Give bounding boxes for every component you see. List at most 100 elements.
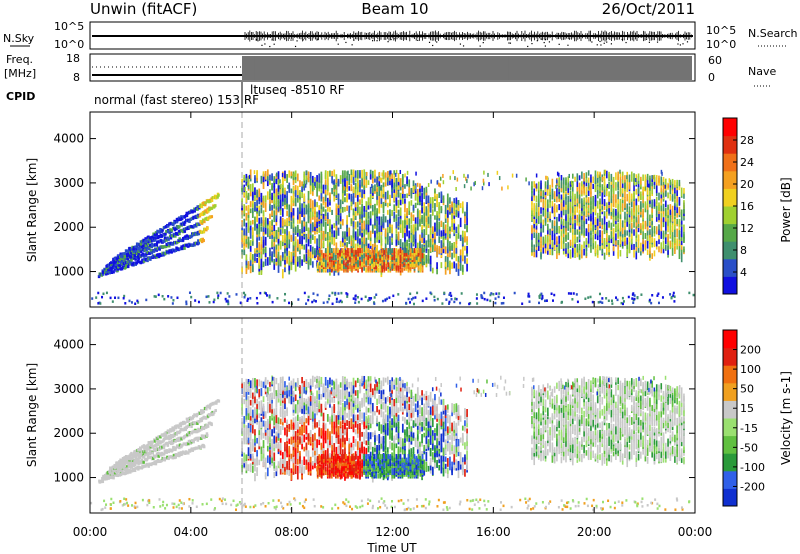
echo-cell (404, 173, 406, 178)
echo-cell (476, 302, 479, 305)
echo-cell (335, 297, 338, 301)
echo-cell (397, 255, 400, 261)
echo-cell (385, 255, 388, 261)
echo-cell (296, 207, 299, 216)
echo-cell (264, 236, 267, 246)
echo-cell (307, 227, 310, 234)
nsearch-tick-top: 10^5 (706, 24, 736, 37)
echo-cell (397, 293, 400, 296)
echo-cell (678, 206, 681, 215)
echo-cell (619, 186, 622, 195)
echo-cell (95, 296, 98, 299)
echo-cell (247, 192, 250, 200)
echo-cell (581, 186, 583, 195)
echo-cell (262, 229, 265, 237)
echo-cell (337, 264, 339, 270)
echo-cell (619, 215, 622, 224)
echo-cell (335, 262, 337, 268)
echo-cell (531, 181, 533, 190)
echo-cell (674, 228, 676, 238)
echo-cell (642, 196, 644, 204)
echo-cell (453, 202, 456, 212)
echo-cell (299, 180, 301, 188)
echo-cell (406, 193, 408, 199)
echo-cell (674, 180, 676, 188)
echo-cell (669, 179, 672, 186)
echo-cell (263, 291, 266, 295)
echo-cell (395, 187, 398, 195)
echo-cell (155, 255, 159, 259)
echo-cell (671, 193, 674, 201)
echo-cell (631, 297, 634, 300)
echo-cell (421, 215, 423, 224)
echo-cell (457, 268, 460, 276)
echo-cell (247, 205, 250, 212)
echo-cell (556, 171, 559, 176)
echo-cell (558, 243, 560, 251)
echo-cell (328, 255, 331, 261)
echo-cell (393, 192, 396, 202)
echo-cell (256, 250, 258, 258)
echo-cell (356, 233, 359, 241)
echo-cell (453, 241, 456, 249)
echo-cell (281, 227, 284, 234)
echo-cell (251, 207, 254, 214)
echo-cell (494, 301, 497, 305)
echo-cell (303, 291, 306, 295)
echo-cell (311, 222, 314, 231)
echo-cell (562, 240, 565, 249)
echo-cell (227, 302, 230, 306)
echo-cell (569, 190, 572, 200)
echo-cell (581, 225, 583, 234)
echo-cell (590, 232, 592, 240)
echo-cell (633, 297, 636, 301)
echo-cell (649, 187, 651, 197)
echo-cell (628, 240, 631, 250)
echo-cell (318, 227, 321, 233)
echo-cell (208, 207, 212, 211)
echo-cell (442, 239, 445, 247)
echo-cell (294, 226, 297, 236)
echo-cell (556, 187, 558, 197)
echo-cell (333, 267, 336, 276)
echo-cell (348, 178, 351, 186)
echo-cell (352, 237, 355, 247)
echo-cell (667, 204, 669, 210)
echo-cell (598, 292, 601, 296)
echo-cell (535, 227, 538, 234)
echo-cell (277, 205, 280, 212)
echo-cell (124, 264, 128, 268)
echo-cell (301, 235, 303, 245)
echo-cell (676, 211, 678, 218)
echo-cell (658, 202, 660, 211)
echo-cell (137, 251, 140, 255)
echo-cell (535, 185, 538, 192)
echo-cell (585, 228, 588, 236)
echo-cell (335, 205, 338, 216)
echo-cell (369, 211, 372, 219)
echo-cell (574, 242, 576, 248)
echo-cell (182, 236, 185, 240)
echo-cell (653, 250, 656, 257)
echo-cell (258, 251, 261, 258)
echo-cell (544, 244, 547, 254)
echo-cell (245, 259, 248, 266)
echo-cell (615, 208, 617, 216)
echo-cell (474, 180, 476, 185)
echo-cell (316, 175, 318, 182)
echo-cell (395, 221, 398, 229)
echo-cell (341, 238, 344, 247)
nsearch-point (606, 41, 608, 43)
echo-cell (590, 181, 592, 190)
echo-cell (535, 202, 538, 212)
echo-cell (633, 190, 635, 199)
echo-cell (542, 246, 545, 254)
echo-cell (414, 193, 417, 201)
echo-cell (262, 215, 265, 221)
echo-cell (669, 208, 672, 215)
echo-cell (391, 248, 394, 254)
echo-cell (322, 218, 325, 227)
echo-cell (442, 180, 445, 185)
echo-cell (276, 297, 279, 300)
echo-cell (346, 185, 348, 192)
